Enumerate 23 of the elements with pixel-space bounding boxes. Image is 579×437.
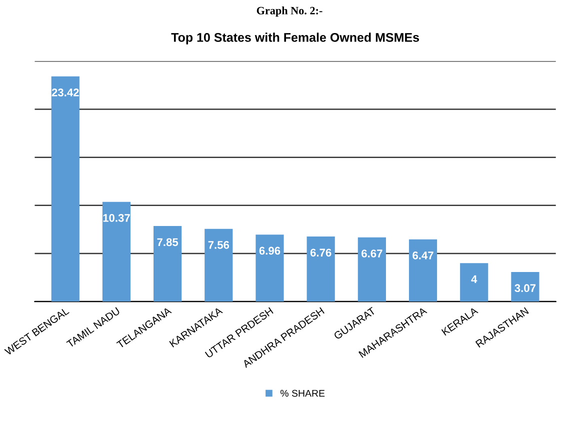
legend-label: % SHARE [280,390,325,397]
data-label: 7.56 [208,241,230,249]
bar [511,272,540,302]
chart-title: Top 10 States with Female Owned MSMEs [171,32,420,44]
data-label: 10.37 [103,214,130,222]
bar [256,234,284,302]
data-label: 6.76 [310,248,332,257]
bar [51,76,80,302]
data-label: 3.07 [514,284,536,292]
bar [460,263,488,302]
data-label: 6.67 [362,250,382,258]
bar [102,202,131,302]
data-label: 6.47 [412,251,434,260]
bar [154,226,182,302]
data-label: 7.85 [157,238,178,246]
bar [408,239,438,302]
text: Graph No. 2:- [256,6,322,17]
bar [204,228,233,302]
bar [358,237,386,302]
data-label: 4 [471,275,478,283]
data-label: 6.96 [259,246,280,255]
data-label: 23.42 [52,88,79,96]
bar [306,236,335,302]
